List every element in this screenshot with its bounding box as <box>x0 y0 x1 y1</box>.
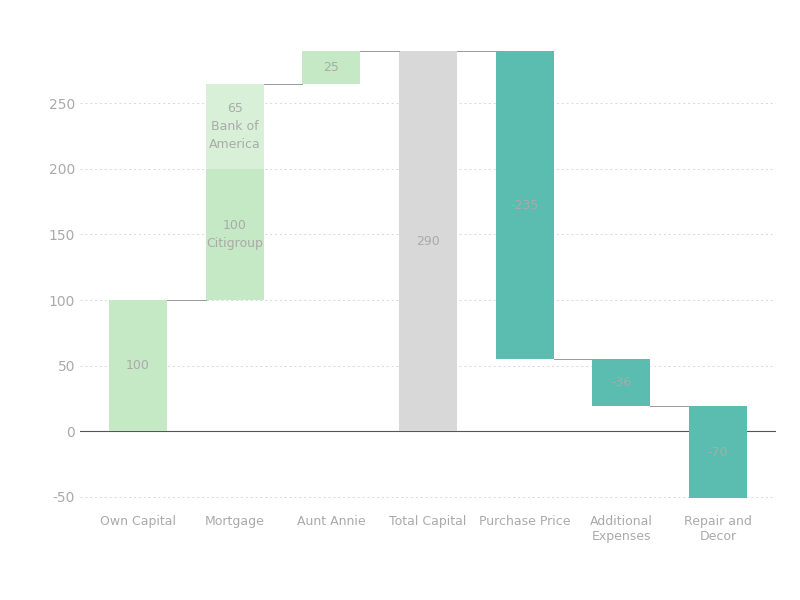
Text: 100: 100 <box>126 359 150 372</box>
Text: 25: 25 <box>323 61 339 74</box>
Text: -36: -36 <box>611 376 631 389</box>
Bar <box>206 83 264 169</box>
Bar <box>592 359 650 406</box>
Bar <box>496 51 554 359</box>
Text: 290: 290 <box>416 235 440 248</box>
Text: 65
Bank of
America: 65 Bank of America <box>209 103 261 151</box>
Bar <box>206 169 264 300</box>
Bar <box>302 51 360 83</box>
Bar <box>689 406 747 498</box>
Bar <box>109 300 167 431</box>
Text: -70: -70 <box>708 446 728 459</box>
Bar <box>399 51 457 431</box>
Text: -235: -235 <box>510 199 538 212</box>
Text: 100
Citigroup: 100 Citigroup <box>206 219 263 250</box>
